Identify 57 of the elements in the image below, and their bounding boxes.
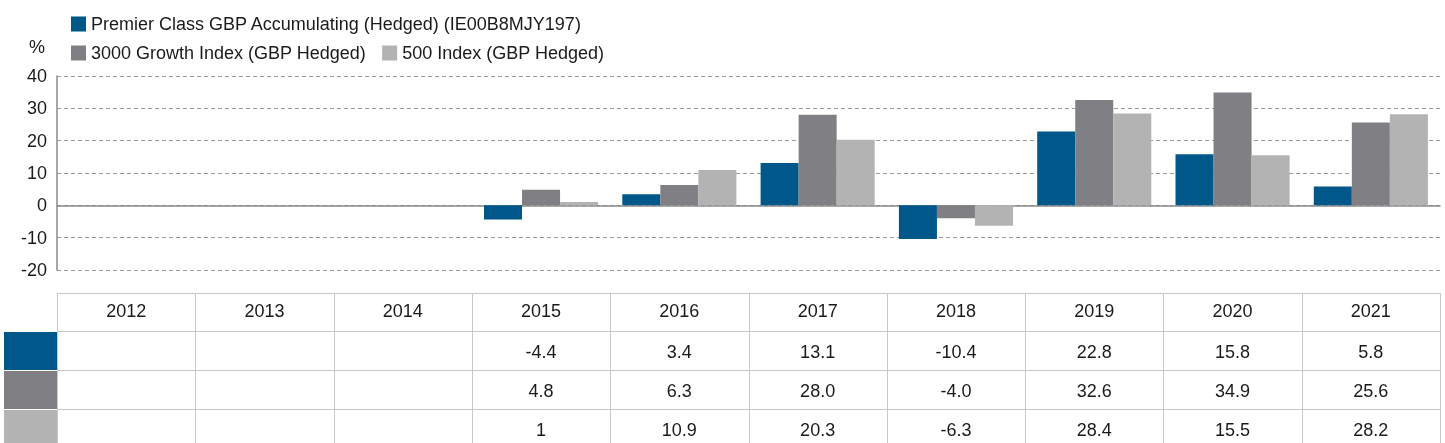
x-tick-label: 2021 xyxy=(1350,301,1391,321)
data-label: -4.4 xyxy=(525,341,557,362)
data-label: 5.8 xyxy=(1358,341,1384,362)
y-tick-label: 0 xyxy=(36,195,47,216)
y-tick-label: 40 xyxy=(26,66,47,86)
data-label: 28.4 xyxy=(1076,419,1112,440)
data-label: 20.3 xyxy=(800,419,836,440)
legend-label: Premier Class GBP Accumulating (Hedged) (IE00B8MJY197) xyxy=(91,14,581,34)
bar xyxy=(1175,154,1214,206)
data-label: 10.9 xyxy=(661,419,697,440)
data-label: 25.6 xyxy=(1353,380,1389,401)
x-tick-label: 2019 xyxy=(1074,301,1115,321)
data-label: -10.4 xyxy=(935,341,977,362)
bar xyxy=(1313,186,1352,206)
x-tick-label: 2015 xyxy=(521,301,562,321)
bar xyxy=(898,205,937,239)
x-tick-label: 2012 xyxy=(106,301,147,321)
data-label: 22.8 xyxy=(1076,341,1112,362)
data-label: -4.0 xyxy=(940,380,972,401)
bar xyxy=(836,139,875,206)
x-tick-label: 2017 xyxy=(797,301,838,321)
y-tick-label: 10 xyxy=(26,163,47,183)
data-label: 13.1 xyxy=(800,341,836,362)
data-label: 4.8 xyxy=(528,380,554,401)
data-label: 32.6 xyxy=(1076,380,1112,401)
x-tick-label: 2014 xyxy=(382,301,423,321)
bar xyxy=(622,194,661,206)
bar xyxy=(1389,114,1428,206)
data-label: 3.4 xyxy=(666,341,692,362)
bar xyxy=(974,205,1013,226)
y-tick-label: 30 xyxy=(26,98,47,119)
x-tick-label: 2018 xyxy=(935,301,976,321)
data-label: 15.5 xyxy=(1215,419,1251,440)
x-tick-label: 2013 xyxy=(244,301,285,321)
bar xyxy=(698,170,737,206)
y-axis-title: % xyxy=(28,37,45,57)
bar xyxy=(484,205,523,220)
data-label: 28.2 xyxy=(1353,419,1389,440)
legend-label: 500 Index (GBP Hedged) xyxy=(402,43,604,63)
bar xyxy=(1113,113,1152,206)
bar xyxy=(936,205,975,219)
data-label: 1 xyxy=(536,419,547,440)
x-tick-label: 2016 xyxy=(659,301,700,321)
data-label: 15.8 xyxy=(1215,341,1251,362)
legend-label: 3000 Growth Index (GBP Hedged) xyxy=(91,43,366,63)
bar xyxy=(760,162,799,206)
data-label: 28.0 xyxy=(800,380,836,401)
x-tick-label: 2020 xyxy=(1212,301,1253,321)
bar xyxy=(560,202,599,206)
bar xyxy=(1037,131,1076,206)
bar xyxy=(1251,155,1290,206)
data-label: 6.3 xyxy=(666,380,692,401)
y-tick-label: -10 xyxy=(20,227,47,248)
y-tick-label: 20 xyxy=(26,130,47,151)
y-tick-label: -20 xyxy=(20,260,47,280)
data-label: 34.9 xyxy=(1215,380,1251,401)
data-label: -6.3 xyxy=(940,419,972,440)
